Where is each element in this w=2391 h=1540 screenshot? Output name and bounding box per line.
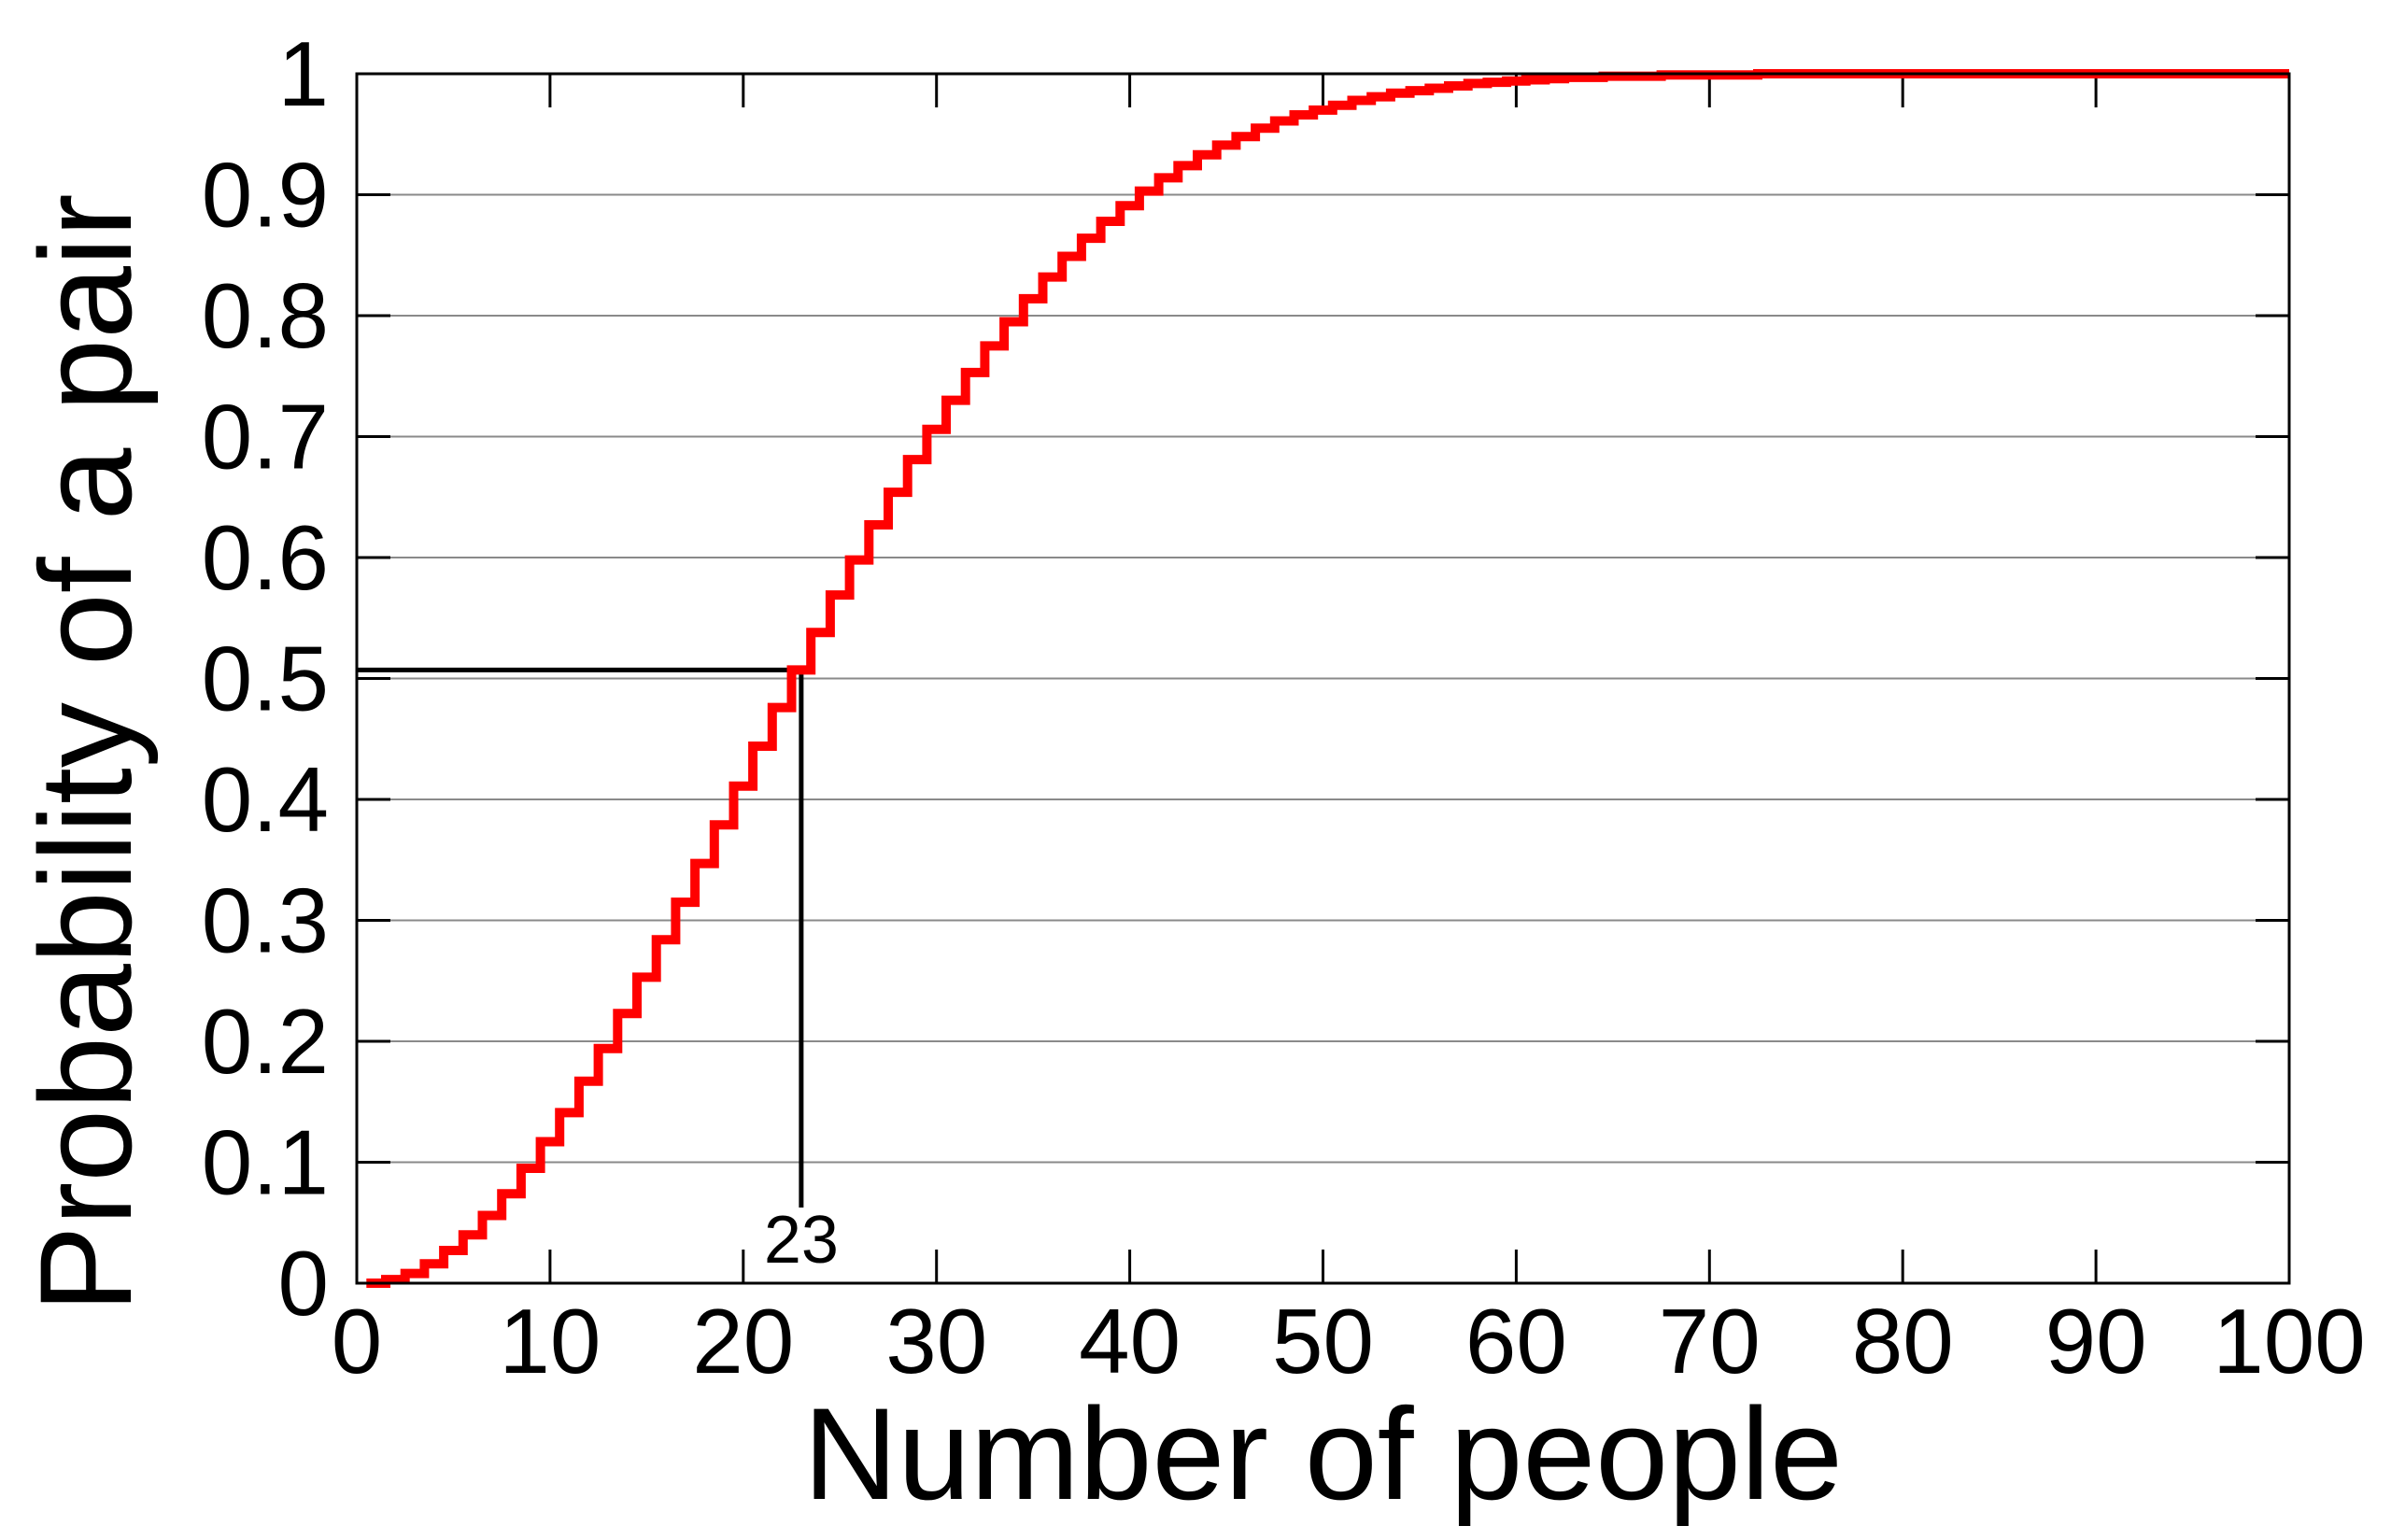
x-tick-label: 80 — [1852, 1290, 1954, 1392]
y-tick-label: 0.1 — [202, 1111, 329, 1214]
y-tick-label: 0.5 — [202, 628, 329, 730]
y-tick-labels: 0 0.1 0.2 0.3 0.4 0.5 0.6 0.7 0.8 0.9 1 — [202, 22, 329, 1335]
x-tick-label: 0 — [332, 1290, 383, 1392]
y-tick-label: 0.3 — [202, 869, 329, 972]
y-tick-label: 0.9 — [202, 144, 329, 247]
annotation-lines — [357, 667, 804, 1208]
y-tick-label: 0.4 — [202, 748, 329, 851]
x-tick-label: 20 — [692, 1290, 794, 1392]
y-tick-label: 0.8 — [202, 264, 329, 367]
y-tick-label: 0.6 — [202, 506, 329, 609]
y-tick-label: 0.2 — [202, 990, 329, 1093]
x-tick-label: 30 — [885, 1290, 987, 1392]
plot-frame — [355, 72, 2291, 1285]
x-tick-label: 60 — [1465, 1290, 1567, 1392]
x-tick-label: 90 — [2045, 1290, 2147, 1392]
x-tick-label: 40 — [1079, 1290, 1181, 1392]
gridlines — [357, 193, 2289, 1164]
y-axis-title: Probability of a pair — [12, 193, 159, 1312]
x-tick-label: 100 — [2213, 1290, 2366, 1392]
x-axis-title: Number of people — [803, 1380, 1843, 1527]
x-tick-label: 70 — [1659, 1290, 1761, 1392]
x-tick-labels: 0 10 20 30 40 50 60 70 80 90 100 — [332, 1290, 2366, 1392]
y-tick-label: 0 — [277, 1232, 329, 1335]
x-tick-label: 10 — [499, 1290, 601, 1392]
annotation-label: 23 — [764, 1203, 839, 1278]
y-tick-label: 1 — [277, 22, 329, 125]
y-tick-label: 0.7 — [202, 386, 329, 488]
x-tick-label: 50 — [1272, 1290, 1374, 1392]
axis-ticks — [357, 74, 2289, 1283]
